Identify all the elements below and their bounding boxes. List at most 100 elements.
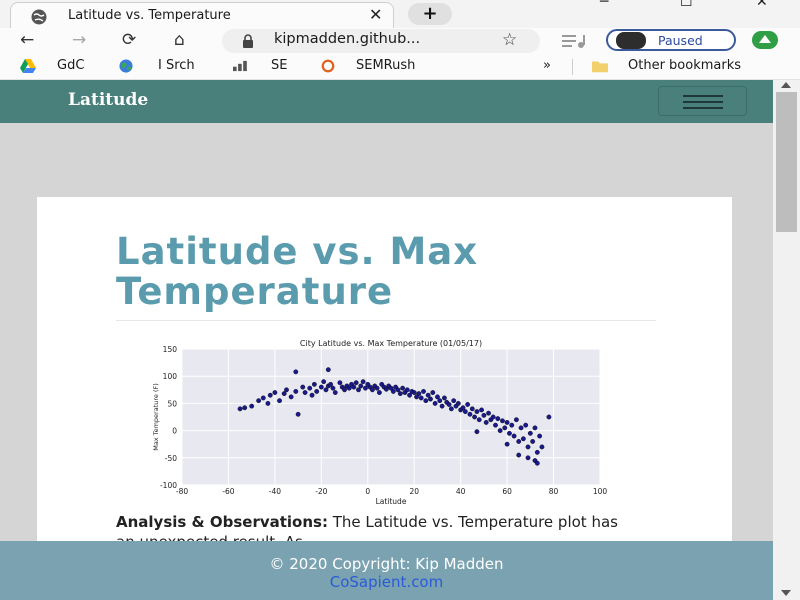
data-point	[451, 398, 457, 404]
other-bookmarks[interactable]: Other bookmarks	[628, 58, 742, 73]
data-point	[507, 430, 512, 436]
close-window-icon[interactable]: ✕	[756, 0, 768, 10]
data-point	[490, 414, 496, 420]
footer-link[interactable]: CoSapient.com	[329, 573, 444, 591]
data-point	[277, 398, 282, 404]
x-tick-label: 100	[593, 487, 608, 496]
close-tab-icon[interactable]: ✕	[369, 5, 383, 24]
google-drive-icon	[20, 59, 36, 73]
tab-title: Latitude vs. Temperature	[68, 8, 231, 23]
data-point	[483, 420, 489, 425]
x-tick-label: -20	[315, 487, 327, 496]
x-tick-label: 60	[502, 487, 512, 496]
data-point	[272, 390, 278, 395]
data-point	[323, 387, 329, 393]
data-point	[539, 444, 545, 450]
data-point	[495, 416, 501, 422]
data-point	[267, 392, 273, 398]
title-divider	[116, 320, 656, 321]
data-point	[346, 385, 352, 391]
data-point	[425, 392, 431, 398]
y-axis-label: Max Temperature (F)	[152, 383, 160, 451]
bookmark-gdc[interactable]: GdC	[57, 58, 85, 73]
back-icon[interactable]: ←	[20, 30, 35, 50]
bookmarks-overflow-icon[interactable]: »	[543, 58, 551, 73]
data-point	[462, 409, 468, 414]
data-point	[500, 418, 505, 424]
update-extension-icon[interactable]	[752, 31, 778, 49]
lock-icon[interactable]	[240, 33, 256, 49]
data-point	[534, 460, 540, 466]
site-brand[interactable]: Latitude	[68, 90, 149, 110]
data-point	[525, 455, 531, 461]
scroll-thumb[interactable]	[776, 92, 797, 232]
x-tick-label: -60	[222, 487, 234, 496]
data-point	[460, 405, 466, 411]
data-point	[455, 401, 461, 406]
data-point	[311, 381, 317, 387]
folder-icon	[592, 61, 608, 73]
data-point	[351, 384, 357, 390]
data-point	[476, 417, 482, 423]
data-point	[493, 422, 498, 428]
url-text[interactable]: kipmadden.github...	[274, 31, 421, 47]
hamburger-bar	[683, 95, 723, 97]
data-point	[404, 387, 410, 393]
data-point	[465, 402, 471, 407]
chart-title: City Latitude vs. Max Temperature (01/05…	[300, 339, 482, 348]
data-point	[395, 387, 401, 393]
data-point	[307, 385, 313, 391]
forward-icon[interactable]: →	[72, 30, 87, 50]
profile-status: Paused	[658, 33, 703, 48]
data-point	[260, 395, 266, 401]
data-point	[300, 384, 306, 390]
data-point	[421, 389, 426, 394]
data-point	[281, 391, 287, 397]
data-point	[342, 387, 347, 393]
data-point	[481, 412, 487, 418]
data-point	[534, 449, 540, 455]
vertical-scrollbar[interactable]	[773, 80, 800, 600]
media-control-icon[interactable]	[562, 34, 586, 48]
data-point	[390, 389, 396, 394]
data-point	[314, 389, 320, 394]
data-point	[516, 439, 522, 444]
bookmark-se[interactable]: SE	[271, 58, 288, 73]
data-point	[353, 380, 359, 386]
address-bar[interactable]: kipmadden.github... ☆	[222, 29, 540, 53]
data-point	[332, 390, 338, 395]
data-point	[284, 387, 289, 393]
menu-toggle-button[interactable]	[658, 86, 747, 116]
data-point	[532, 425, 538, 431]
bookmark-i-srch[interactable]: I Srch	[158, 58, 195, 73]
y-tick-label: -100	[160, 481, 177, 490]
data-point	[256, 398, 262, 404]
data-point	[530, 439, 536, 444]
scroll-down-icon[interactable]	[781, 590, 791, 596]
minimize-icon[interactable]: ─	[600, 0, 609, 10]
data-point	[513, 417, 519, 423]
site-navbar: Latitude	[0, 80, 773, 123]
data-point	[527, 430, 533, 436]
maximize-icon[interactable]: ☐	[680, 0, 693, 10]
home-icon[interactable]: ⌂	[174, 30, 185, 50]
data-point	[474, 429, 480, 435]
data-point	[423, 398, 429, 404]
data-point	[520, 436, 526, 442]
bookmarks-bar: GdC I Srch SE SEMRush » Other bookmarks	[0, 54, 800, 80]
scroll-up-icon[interactable]	[781, 82, 791, 88]
bookmarks-divider	[572, 59, 573, 75]
new-tab-button[interactable]: +	[408, 3, 452, 25]
profile-button[interactable]: Paused	[606, 29, 736, 51]
bookmark-star-icon[interactable]: ☆	[502, 30, 518, 50]
data-point	[414, 394, 419, 400]
plot-area	[182, 349, 600, 485]
browser-tab[interactable]: Latitude vs. Temperature ✕	[10, 2, 394, 28]
data-point	[397, 391, 403, 397]
data-point	[474, 409, 480, 414]
chart-svg: -80 -60 -40 -20 0 20 40 60 80 100 -100 -50 0 50 100 150…	[152, 339, 608, 506]
bookmark-semrush[interactable]: SEMRush	[356, 58, 416, 73]
data-point	[509, 422, 515, 428]
reload-icon[interactable]: ⟳	[122, 30, 137, 50]
page-title: Latitude vs. Max Temperature	[116, 230, 479, 313]
